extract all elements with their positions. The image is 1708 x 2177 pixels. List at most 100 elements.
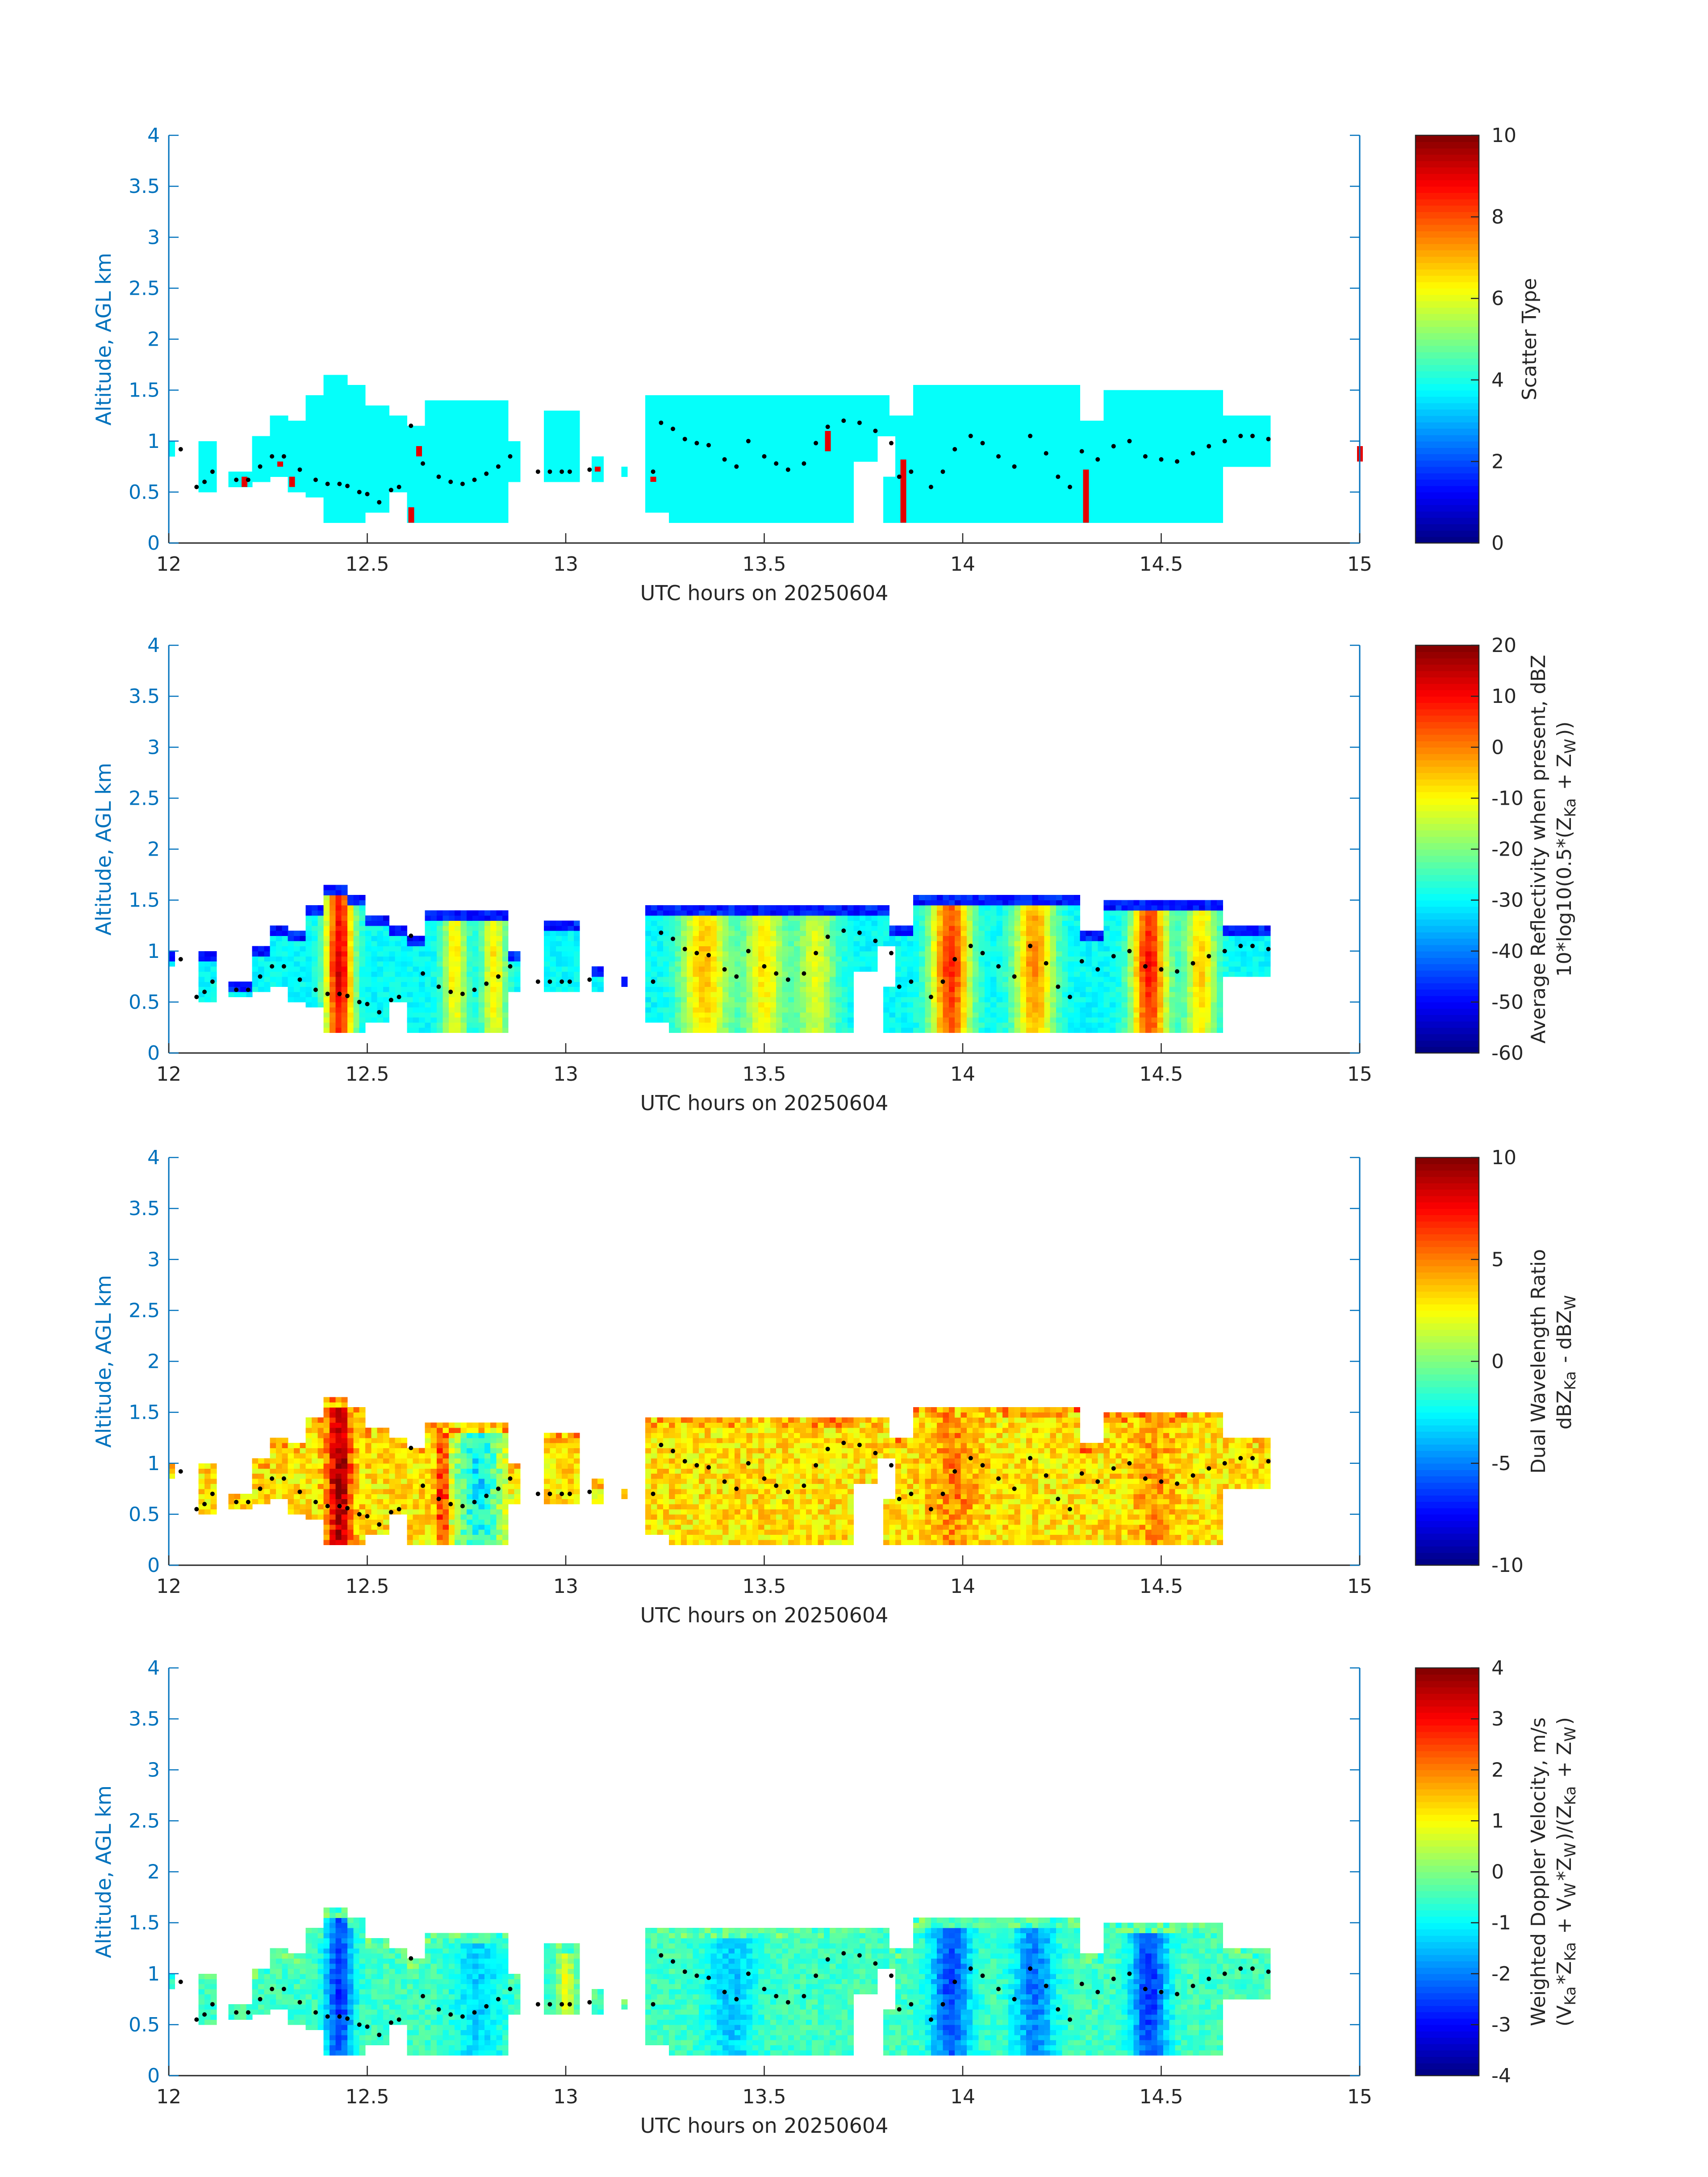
cloud-base-point [472,2010,477,2015]
cloud-base-point [671,936,675,941]
cloud-base-point [388,2020,393,2025]
cloud-base-point [774,461,779,466]
cloud-base-point [1159,457,1164,462]
cloud-base-point [194,994,199,999]
cloud-base-point [496,1486,501,1491]
colorbar-label: Dual Wavelength Ratio [1527,1249,1550,1474]
y-tick-label: 1.5 [129,889,160,912]
heatmap-cells [169,885,1271,1033]
cloud-base-point [1068,2017,1072,2022]
x-tick-label: 15 [1347,553,1372,576]
cloud-base-point [567,1492,572,1496]
cloud-base-point [448,990,453,994]
cloud-base-point [825,424,830,429]
cloud-base-point [409,423,413,428]
colorbar-tick-label: -4 [1491,2064,1511,2087]
cloud-base-point [1238,1966,1243,1971]
x-tick-label: 12.5 [346,553,389,576]
colorbar-label: Scatter Type [1518,278,1541,401]
cloud-base-points [178,928,1271,1015]
cloud-base-point [1207,444,1211,449]
cloud-base-point [746,949,751,953]
cloud-base-point [535,979,540,984]
colorbar-label-secondary: (VKa *ZKa + VW *ZW )/(ZKa + ZW ) [1553,1717,1579,2027]
cloud-base-point [1012,1486,1017,1491]
cloud-base-point [1056,474,1061,479]
cloud-base-point [940,1492,945,1496]
cloud-base-point [357,999,362,1004]
scatter-spike [289,476,295,487]
cloud-base-point [281,964,286,969]
cloud-base-point [472,477,477,482]
colorbar-tick-label: -2 [1491,1963,1511,1985]
cloud-base-point [889,951,894,956]
cloud-base-point [1238,1456,1243,1461]
cloud-base-point [1095,457,1100,462]
cloud-base-point [996,454,1001,459]
x-axis-label: UTC hours on 20250604 [640,2114,889,2138]
cloud-base-point [889,1973,894,1978]
cloud-base-point [1028,1456,1033,1461]
colorbar-tick-label: 0 [1491,1350,1504,1373]
cloud-base-point [377,500,382,505]
y-axis-label: Altitude, AGL km [92,1785,116,1958]
x-tick-label: 14 [950,1063,975,1086]
cloud-base-point [1266,1459,1271,1464]
cloud-base-point [1222,1461,1227,1466]
x-tick-label: 13.5 [743,2085,786,2108]
cloud-base-point [774,1994,779,1998]
cloud-base-point [388,998,393,1003]
y-tick-label: 3 [147,1248,160,1271]
cloud-base-point [421,1994,425,1998]
cloud-base-point [1079,449,1084,454]
x-tick-label: 12.5 [346,1575,389,1598]
panel-reflectivity: 12 12.5 13 13.5 14 14.5 15 0 0.5 1 1.5 2 2.5 3 3.5 4 UTC… [92,634,1579,1115]
cloud-base-point [448,480,453,484]
cloud-base-point [968,434,973,439]
cloud-base-point [560,979,564,984]
cloud-base-point [1127,1461,1132,1466]
cloud-base-point [258,464,263,469]
x-tick-label: 12 [156,1063,181,1086]
x-tick-label: 15 [1347,2085,1372,2108]
cloud-base-point [1143,454,1148,459]
cloud-base-point [928,485,933,489]
cloud-base-point [397,1507,401,1512]
colorbar: -60 -50 -40 -30 -20 -10 0 10 20 Average Reflectiv… [1415,634,1579,1065]
cloud-base-point [178,447,183,451]
cloud-base-point [460,481,465,486]
cloud-base-point [337,2014,342,2019]
cloud-base-point [996,964,1001,969]
cloud-base-point [814,441,819,446]
cloud-base-point [535,2002,540,2007]
cloud-base-point [409,1446,413,1450]
cloud-base-point [746,1971,751,1976]
cloud-base-point [313,987,318,992]
cloud-base-point [825,1957,830,1962]
cloud-base-point [762,454,767,459]
cloud-base-point [535,1492,540,1496]
cloud-base-point [996,1476,1001,1481]
cloud-base-point [909,469,914,474]
cloud-base-point [270,964,275,969]
cloud-base-point [1028,944,1033,949]
cloud-base-point [762,1476,767,1481]
cloud-base-point [397,485,401,489]
cloud-base-point [357,489,362,494]
colorbar-label-secondary: 10*log10(0.5*(ZKa + ZW )) [1553,722,1579,977]
panel-scatter-type: 12 12.5 13 13.5 14 14.5 15 0 0.5 1 1.5 2 2.5 3 3.5 4 UTC… [92,124,1541,605]
cloud-base-point [671,426,675,431]
colorbar-tick-label: 10 [1491,685,1516,708]
cloud-base-point [496,974,501,979]
scatter-spike [416,446,422,456]
cloud-base-point [421,1483,425,1488]
y-tick-label: 2.5 [129,1809,160,1832]
y-tick-label: 0 [147,2064,160,2087]
x-tick-label: 12 [156,553,181,576]
cloud-base-point [996,1987,1001,1991]
y-tick-label: 4 [147,124,160,147]
colorbar-tick-label: -50 [1491,991,1524,1014]
cloud-base-point [325,991,330,996]
panel-doppler-velocity: 12 12.5 13 13.5 14 14.5 1500.511.522.533.54UTC… [92,1657,1579,2138]
x-tick-label: 14.5 [1140,553,1183,576]
